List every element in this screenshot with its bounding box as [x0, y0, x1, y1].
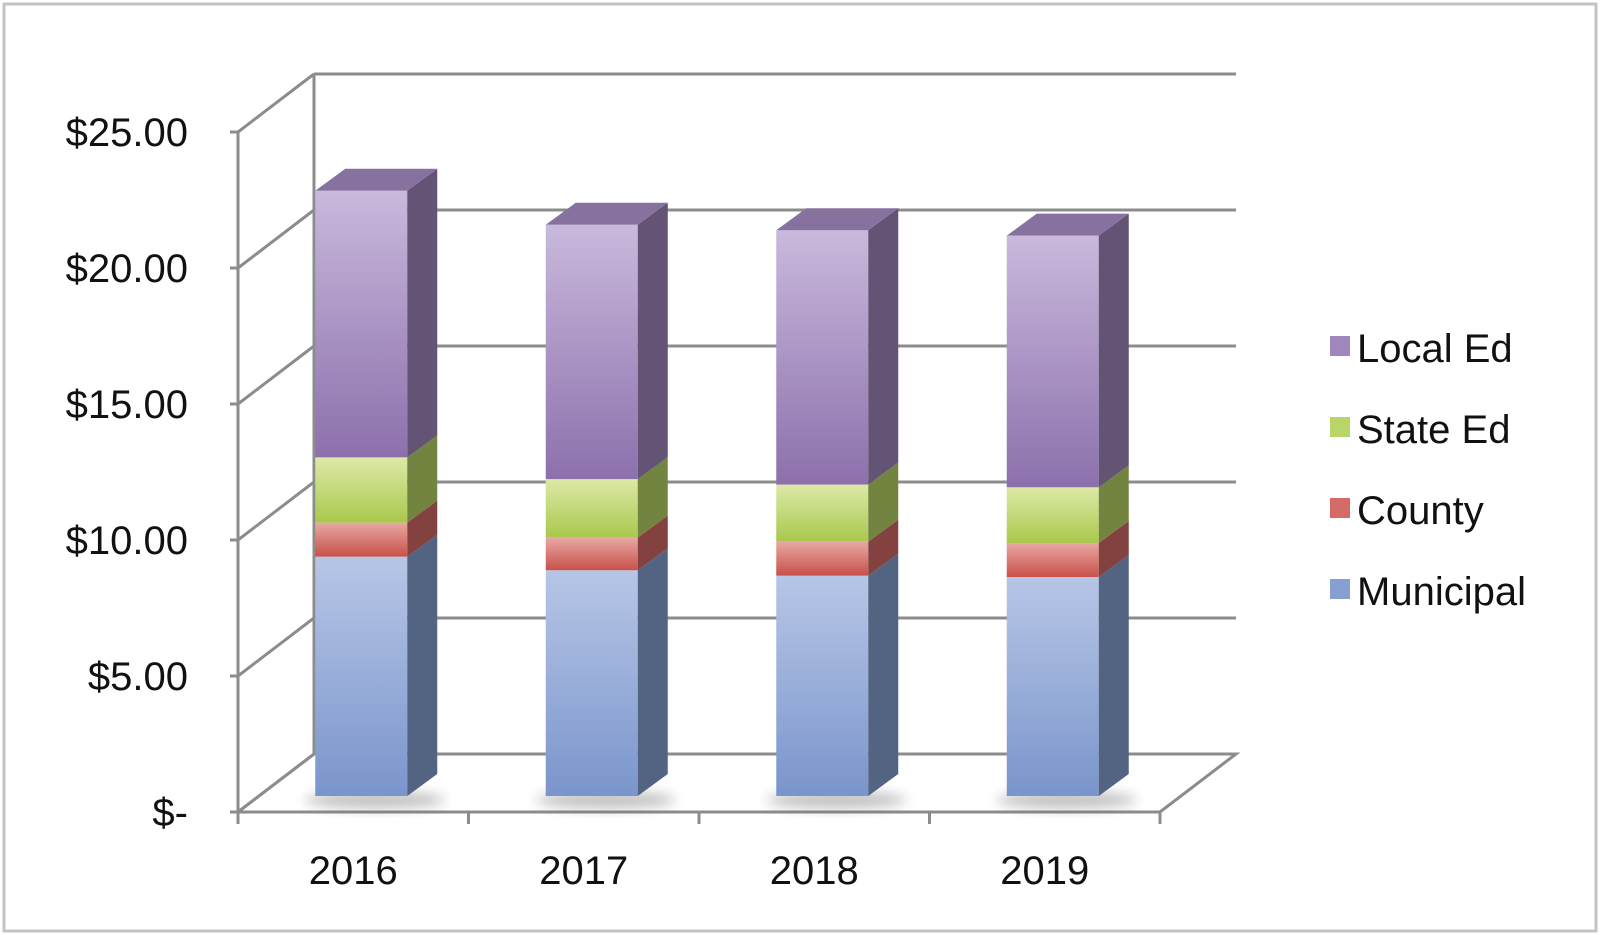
bar-front [776, 484, 869, 542]
floor [237, 752, 1241, 814]
legend-item-local-ed: Local Ed [1330, 327, 1513, 371]
bar-segment-municipal-2019 [1006, 555, 1129, 796]
legend-item-county: County [1330, 489, 1484, 533]
bar-top [315, 168, 438, 191]
legend-swatch [1330, 498, 1350, 518]
bar-top [776, 208, 899, 231]
bar-front [776, 541, 869, 576]
bar-front [315, 522, 408, 557]
bar-front [1006, 235, 1099, 488]
legend-label: County [1357, 489, 1484, 533]
bar-segment-local-ed-2017 [545, 202, 668, 480]
bar-front [1006, 543, 1099, 578]
bar-side [407, 534, 438, 796]
bar-side [637, 457, 668, 538]
x-tick-label: 2017 [539, 849, 628, 893]
bar-front [545, 537, 638, 571]
bar-side [868, 208, 899, 485]
x-tick-label: 2019 [1000, 849, 1089, 893]
bar-segment-local-ed-2016 [315, 168, 438, 458]
y-tick-label: $25.00 [66, 111, 188, 155]
bar-front [545, 570, 638, 796]
bar-segment-local-ed-2018 [776, 208, 899, 485]
bar-side [637, 515, 668, 571]
x-tick-label: 2018 [770, 849, 859, 893]
bar-front [776, 230, 869, 485]
bar-side [407, 500, 438, 557]
bar-front [1006, 577, 1099, 796]
side-gridline [237, 480, 315, 542]
bar-side [868, 553, 899, 796]
bar-side [1098, 555, 1129, 796]
x-axis-tick-labels: 2016 2017 2018 2019 [309, 849, 1089, 893]
bar-front [545, 224, 638, 480]
y-tick-label: $10.00 [66, 519, 188, 563]
side-gridline [237, 344, 315, 406]
bar-front [1006, 487, 1099, 544]
bar-segment-state-ed-2017 [545, 457, 668, 538]
bar-front [545, 479, 638, 538]
side-gridline [237, 616, 315, 678]
bar-front [776, 575, 869, 796]
bar-side [637, 202, 668, 480]
bar-side [1098, 465, 1129, 544]
bar-segment-county-2019 [1006, 521, 1129, 578]
bar-segment-municipal-2017 [545, 548, 668, 796]
bar-side [1098, 521, 1129, 578]
bar-side [637, 548, 668, 796]
bar-segment-state-ed-2019 [1006, 465, 1129, 544]
bar-top [1006, 213, 1129, 236]
legend-item-state-ed: State Ed [1330, 408, 1510, 452]
y-axis-tick-labels: $- $5.00 $10.00 $15.00 $20.00 $25.00 [66, 111, 188, 835]
bar-stack-2016 [305, 168, 446, 809]
x-tick-label: 2016 [309, 849, 398, 893]
bar-side [407, 435, 438, 523]
bar-stack-2018 [766, 208, 907, 809]
legend: Local Ed State Ed County Municipal [1330, 327, 1526, 614]
bar-segment-municipal-2018 [776, 553, 899, 796]
bar-front [315, 556, 408, 796]
bar-top [545, 202, 668, 225]
legend-label: State Ed [1357, 408, 1510, 452]
y-tick-label: $15.00 [66, 383, 188, 427]
side-gridline [237, 72, 315, 134]
bar-segment-state-ed-2016 [315, 435, 438, 523]
bar-segment-county-2017 [545, 515, 668, 571]
bar-segment-local-ed-2019 [1006, 213, 1129, 488]
legend-swatch [1330, 417, 1350, 437]
legend-label: Local Ed [1357, 327, 1513, 371]
bars [305, 168, 1137, 809]
y-tick-label: $5.00 [88, 655, 188, 699]
legend-swatch [1330, 579, 1350, 599]
bar-stack-2017 [535, 202, 676, 809]
bar-stack-2019 [996, 213, 1137, 809]
bar-segment-state-ed-2018 [776, 462, 899, 542]
legend-swatch [1330, 336, 1350, 356]
axes [230, 74, 1241, 824]
legend-label: Municipal [1357, 570, 1526, 614]
bar-segment-county-2018 [776, 519, 899, 576]
bar-segment-county-2016 [315, 500, 438, 557]
y-tick-label: $20.00 [66, 247, 188, 291]
bar-side [868, 519, 899, 576]
bar-side [1098, 213, 1129, 488]
bar-side [868, 462, 899, 542]
bar-front [315, 190, 408, 458]
side-gridline [237, 208, 315, 270]
bar-segment-municipal-2016 [315, 534, 438, 796]
bar-side [407, 168, 438, 458]
bar-front [315, 457, 408, 523]
legend-item-municipal: Municipal [1330, 570, 1526, 614]
y-tick-label: $- [152, 791, 188, 835]
